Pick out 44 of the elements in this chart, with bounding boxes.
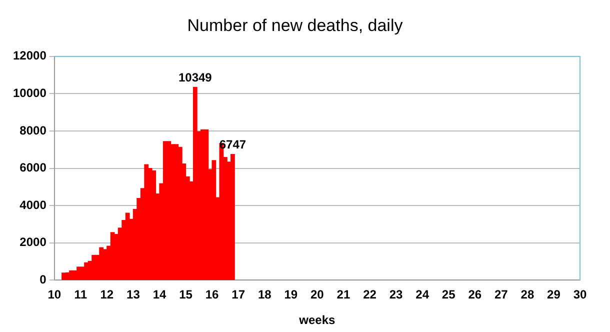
x-tick-label: 22 xyxy=(363,288,377,302)
bar xyxy=(174,144,179,280)
bar xyxy=(230,154,235,280)
x-tick-label: 23 xyxy=(389,288,404,302)
y-tick-label: 0 xyxy=(40,272,47,287)
y-tick-label: 4000 xyxy=(20,198,47,212)
chart-title: Number of new deaths, daily xyxy=(187,16,404,35)
x-tick-label: 11 xyxy=(74,288,88,302)
x-tick-label: 27 xyxy=(494,288,508,302)
x-tick-label: 10 xyxy=(48,288,62,302)
bar xyxy=(152,170,156,280)
bar xyxy=(204,129,209,280)
bar xyxy=(76,266,81,280)
x-tick-label: 21 xyxy=(336,288,350,302)
bar xyxy=(92,254,96,280)
y-tick-label: 6000 xyxy=(20,160,47,175)
x-tick-label: 26 xyxy=(468,288,482,302)
y-tick-label: 8000 xyxy=(20,123,47,138)
data-label: 6747 xyxy=(219,138,246,152)
x-tick-label: 24 xyxy=(416,288,430,302)
x-tick-label: 15 xyxy=(179,288,193,302)
bar xyxy=(62,272,66,280)
y-tick-label: 10000 xyxy=(12,86,47,100)
bar xyxy=(166,141,172,280)
x-tick-label: 30 xyxy=(573,288,587,302)
y-tick-label: 12000 xyxy=(12,48,47,63)
x-tick-label: 13 xyxy=(126,288,140,302)
x-axis-title: weeks xyxy=(298,313,336,328)
bar xyxy=(99,247,104,280)
x-tick-label: 16 xyxy=(205,288,220,302)
x-tick-label: 20 xyxy=(310,288,324,302)
x-tick-label: 29 xyxy=(547,288,561,302)
bar xyxy=(84,262,88,280)
x-tick-label: 28 xyxy=(520,288,534,302)
data-label: 10349 xyxy=(178,70,212,85)
x-tick-label: 18 xyxy=(258,288,272,302)
x-tick-label: 12 xyxy=(100,288,114,302)
x-tick-label: 25 xyxy=(442,288,456,302)
y-tick-label: 2000 xyxy=(20,235,47,250)
x-tick-label: 17 xyxy=(232,288,246,302)
x-tick-label: 14 xyxy=(152,288,166,302)
bar xyxy=(212,160,216,280)
x-tick-label: 19 xyxy=(284,288,298,302)
bar xyxy=(144,164,149,280)
